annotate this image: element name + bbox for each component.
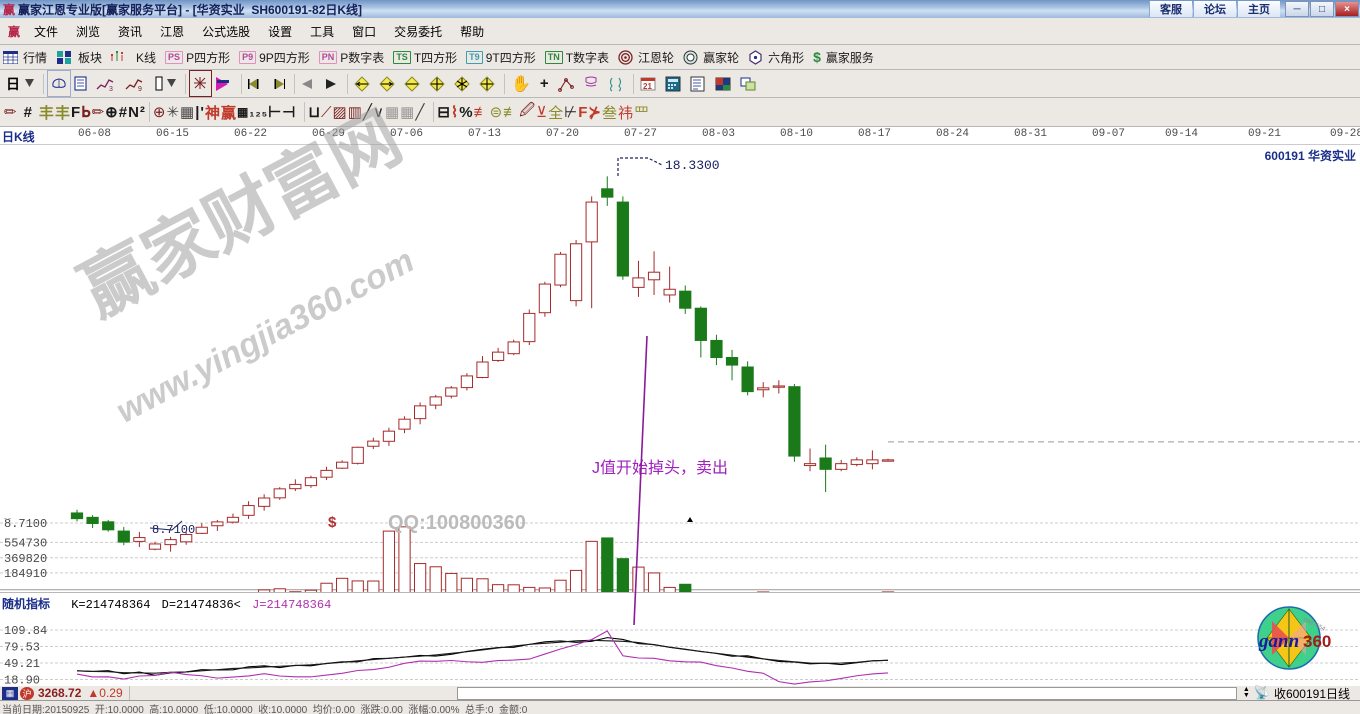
svg-text:$: $	[328, 514, 337, 531]
svg-text:184910: 184910	[4, 567, 47, 581]
svg-text:109.84: 109.84	[4, 624, 47, 638]
svg-text:3: 3	[109, 86, 113, 91]
svg-text:369820: 369820	[4, 552, 47, 566]
svg-text:79.53: 79.53	[4, 641, 40, 655]
svg-text:49.21: 49.21	[4, 657, 40, 671]
svg-text:21: 21	[643, 82, 652, 91]
svg-text:554730: 554730	[4, 536, 47, 550]
svg-text:8.7100: 8.7100	[152, 523, 195, 537]
svg-text:18.3300: 18.3300	[665, 158, 720, 173]
svg-text:日: 日	[6, 76, 20, 92]
svg-text:QQ:100800360: QQ:100800360	[388, 512, 526, 534]
svg-text:9: 9	[138, 86, 142, 91]
svg-text:8.7100: 8.7100	[4, 517, 47, 531]
svg-text:J值开始掉头，卖出: J值开始掉头，卖出	[592, 459, 728, 477]
svg-text:gann: gann	[1258, 631, 1299, 652]
svg-text:360: 360	[1303, 632, 1331, 651]
